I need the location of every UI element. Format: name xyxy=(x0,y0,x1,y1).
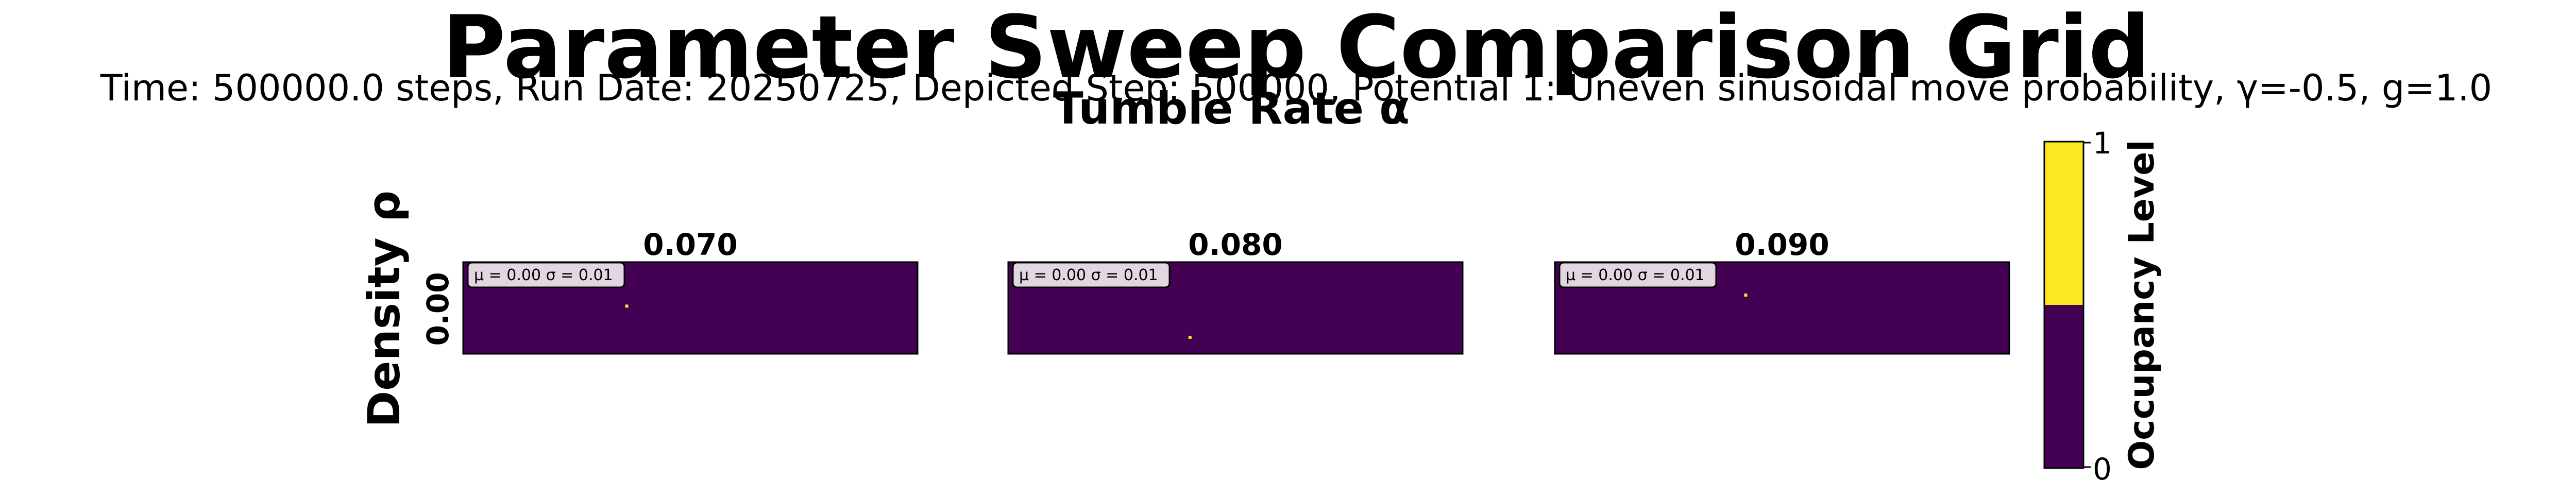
panel-alpha-0070: 0.070 μ = 0.00 σ = 0.01 xyxy=(462,227,919,355)
panel-title: 0.070 xyxy=(643,227,737,262)
colorbar-tick-label: 1 xyxy=(2093,126,2112,161)
occupied-cells xyxy=(1188,335,1192,339)
column-axis-title: Tumble Rate α xyxy=(1053,83,1410,134)
occupied-cell xyxy=(1744,294,1748,297)
stats-box xyxy=(1558,262,1717,288)
row-axis-title: Density ρ xyxy=(359,191,410,427)
colorbar-segment-high xyxy=(2044,142,2083,305)
colorbar-tick-label: 0 xyxy=(2093,452,2112,487)
stats-text: μ = 0.00 σ = 0.01 xyxy=(1019,266,1158,284)
row-label: 0.00 xyxy=(420,272,455,346)
panel-alpha-0090: 0.090 μ = 0.00 σ = 0.01 xyxy=(1554,227,2010,355)
colorbar-frame xyxy=(2043,141,2084,469)
occupied-cells xyxy=(1744,294,1748,297)
figure-subtitle: Time: 500000.0 steps, Run Date: 20250725… xyxy=(100,67,2492,109)
panel-grid: 0.070 μ = 0.00 σ = 0.01 0.080 μ = 0.00 σ… xyxy=(462,227,2010,355)
colorbar-label: Occupancy Level xyxy=(2122,140,2162,470)
colorbar-segment-low xyxy=(2044,305,2083,468)
stats-text: μ = 0.00 σ = 0.01 xyxy=(474,266,613,284)
panel-alpha-0080: 0.080 μ = 0.00 σ = 0.01 xyxy=(1007,227,1464,355)
occupied-cell xyxy=(625,304,629,308)
stats-text: μ = 0.00 σ = 0.01 xyxy=(1566,266,1705,284)
panel-title: 0.090 xyxy=(1735,227,1829,262)
stats-box xyxy=(1012,262,1171,288)
stats-box xyxy=(467,262,625,288)
occupied-cells xyxy=(625,304,629,308)
panel-title: 0.080 xyxy=(1188,227,1282,262)
colorbar: 1 0 Occupancy Level xyxy=(2043,126,2162,487)
figure-title: Parameter Sweep Comparison Grid xyxy=(442,0,2150,98)
occupied-cell xyxy=(1188,335,1192,339)
